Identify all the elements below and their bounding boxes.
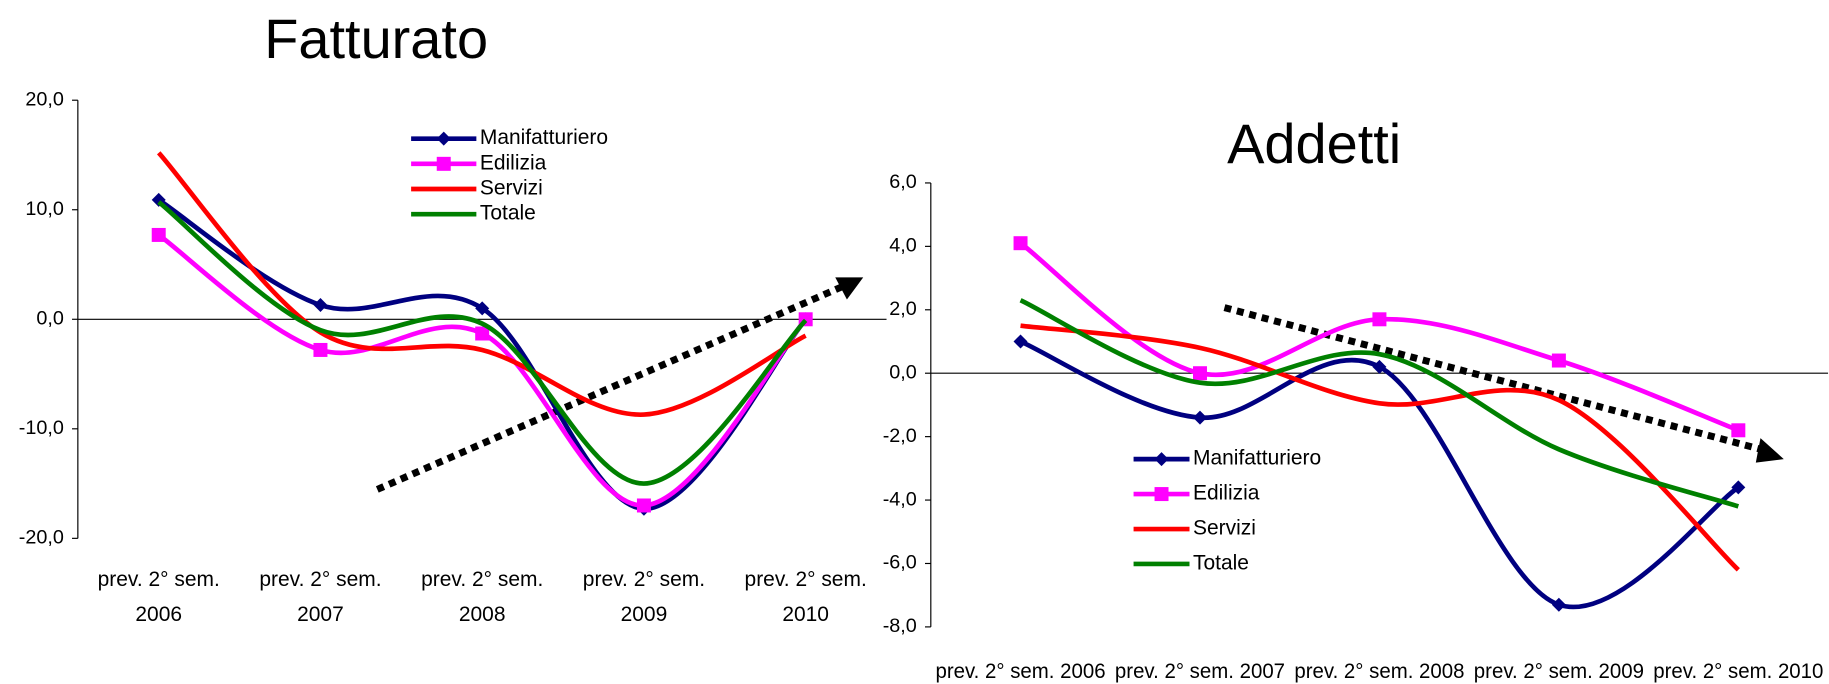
line-chart: Fatturato -20,0 -10,0 0,0 10,0 20,0 prev. 2° s… xyxy=(19,7,887,626)
marker xyxy=(636,498,651,513)
series-line xyxy=(157,233,808,508)
x-tick-label: prev. 2° sem. 2008 xyxy=(421,567,544,626)
series-line xyxy=(1019,298,1740,509)
x-tick-label: prev. 2° sem. 2007 xyxy=(1115,660,1285,683)
marker xyxy=(1551,597,1566,612)
y-tick-label: -6,0 xyxy=(883,552,917,574)
x-tick-label-box: prev. 2° sem. 2010 xyxy=(744,567,867,626)
chart-title: Fatturato xyxy=(264,7,488,70)
legend-marker xyxy=(1154,452,1169,467)
x-tick-label: prev. 2° sem. 2006 xyxy=(97,567,220,626)
y-tick-label: -8,0 xyxy=(883,615,917,637)
legend-marker xyxy=(436,156,451,171)
marker xyxy=(313,342,328,357)
x-tick-label: prev. 2° sem. 2007 xyxy=(259,567,382,626)
y-tick-label: -20,0 xyxy=(19,527,64,549)
x-tick-label-box: prev. 2° sem. 2008 xyxy=(421,567,544,626)
legend-label: Manifatturiero xyxy=(1193,447,1321,470)
marker xyxy=(1192,410,1207,425)
series-line xyxy=(157,197,808,512)
chart-title: Addetti xyxy=(1227,112,1401,175)
legend-marker xyxy=(436,131,451,146)
x-tick-label-box: prev. 2° sem. 2007 xyxy=(259,567,382,626)
marker xyxy=(1551,353,1566,368)
legend-label: Totale xyxy=(480,202,536,225)
legend-marker xyxy=(1154,487,1169,502)
marker xyxy=(475,326,490,341)
legend-label: Servizi xyxy=(480,177,543,200)
series-line xyxy=(157,200,808,486)
x-tick-label: prev. 2° sem. 2006 xyxy=(935,660,1105,683)
marker xyxy=(1192,366,1207,381)
legend-label: Servizi xyxy=(1193,517,1256,540)
marker xyxy=(151,227,166,242)
y-tick-label: -4,0 xyxy=(883,488,917,510)
y-tick-label: -2,0 xyxy=(883,425,917,447)
marker xyxy=(1013,236,1028,251)
y-tick-label: 4,0 xyxy=(889,235,917,257)
y-tick-label: 6,0 xyxy=(889,171,917,193)
legend-label: Edilizia xyxy=(1193,482,1260,505)
trend-arrow xyxy=(375,277,864,493)
marker xyxy=(1731,423,1746,438)
legend-label: Manifatturiero xyxy=(480,126,608,149)
x-tick-label: prev. 2° sem. 2010 xyxy=(1653,660,1823,683)
line-chart: Addetti -8,0 -6,0 -4,0 -2,0 0,0 2,0 4,0 6,0 prev.… xyxy=(883,112,1829,683)
marker xyxy=(1013,334,1028,349)
legend-label: Edilizia xyxy=(480,151,547,174)
y-tick-label: 10,0 xyxy=(25,198,64,220)
x-tick-label: prev. 2° sem. 2010 xyxy=(744,567,867,626)
y-tick-label: 0,0 xyxy=(36,308,64,330)
y-tick-label: 2,0 xyxy=(889,298,917,320)
x-tick-label: prev. 2° sem. 2008 xyxy=(1294,660,1464,683)
x-tick-label-box: prev. 2° sem. 2006 xyxy=(97,567,220,626)
x-tick-label: prev. 2° sem. 2009 xyxy=(1474,660,1644,683)
y-tick-label: 0,0 xyxy=(889,361,917,383)
marker xyxy=(1372,312,1387,327)
trend-arrow xyxy=(1223,304,1784,463)
legend-label: Totale xyxy=(1193,552,1249,575)
y-tick-label: 20,0 xyxy=(25,88,64,110)
y-tick-label: -10,0 xyxy=(19,417,64,439)
series-line xyxy=(1019,339,1740,610)
marker xyxy=(313,298,328,313)
x-tick-label: prev. 2° sem. 2009 xyxy=(582,567,706,626)
series-line xyxy=(156,151,807,417)
x-tick-label-box: prev. 2° sem. 2009 xyxy=(582,567,706,626)
series-line xyxy=(1020,323,1740,572)
